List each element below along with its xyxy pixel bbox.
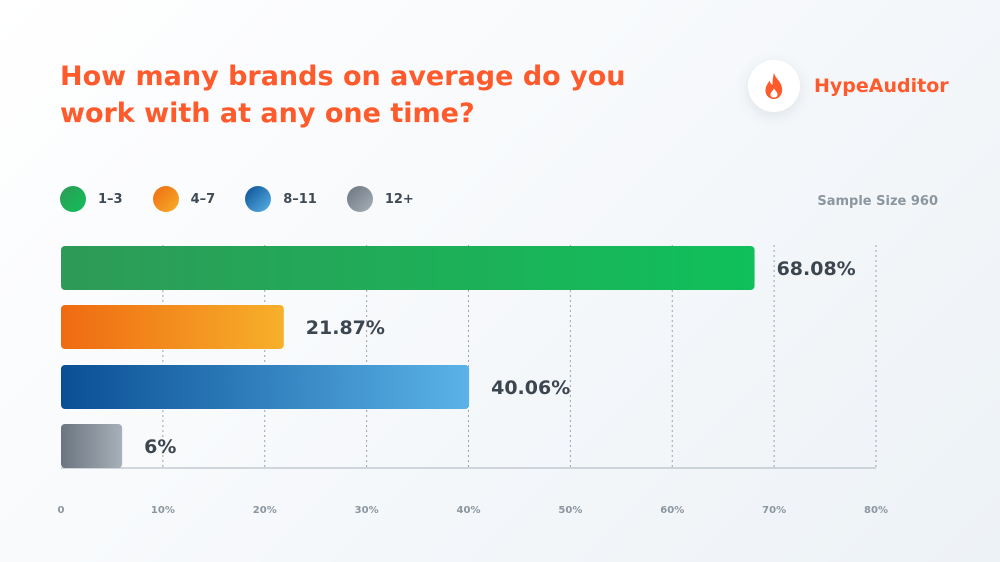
data-label-3: 6% [144, 436, 176, 458]
bar-3 [61, 424, 123, 468]
bar-2 [61, 365, 470, 409]
legend-swatch [60, 186, 86, 212]
legend: 1–3 4–7 8–11 12+ [60, 186, 444, 212]
x-tick-label: 50% [558, 505, 582, 516]
x-tick-label: 60% [660, 505, 684, 516]
bar-1 [61, 305, 284, 349]
sample-size: Sample Size 960 [817, 194, 938, 209]
x-tick-label: 70% [762, 505, 786, 516]
data-label-2: 40.06% [491, 377, 570, 399]
legend-label: 12+ [384, 191, 414, 207]
x-tick-label: 80% [864, 505, 888, 516]
x-tick-label: 30% [355, 505, 379, 516]
x-tick-label: 20% [253, 505, 277, 516]
legend-label: 8–11 [283, 191, 317, 207]
legend-item-1-3: 1–3 [60, 186, 123, 212]
brand-name: HypeAuditor [814, 75, 949, 97]
legend-label: 4–7 [190, 191, 216, 207]
x-tick-label: 40% [457, 505, 481, 516]
brand-logo: HypeAuditor [748, 60, 949, 112]
data-label-1: 21.87% [306, 317, 385, 339]
legend-swatch [346, 186, 373, 212]
chart-title: How many brands on average do you work w… [60, 61, 626, 129]
legend-item-12-plus: 12+ [346, 186, 414, 212]
legend-swatch [152, 186, 179, 212]
legend-label: 1–3 [98, 191, 123, 207]
flame-icon [765, 73, 783, 99]
x-tick-label: 10% [151, 505, 175, 516]
legend-swatch [245, 186, 272, 212]
logo-badge [748, 60, 800, 112]
legend-item-8-11: 8–11 [245, 186, 317, 212]
bar-0 [61, 246, 755, 290]
data-label-0: 68.08% [777, 258, 856, 280]
x-tick-label: 0 [58, 505, 65, 516]
legend-item-4-7: 4–7 [152, 186, 216, 212]
